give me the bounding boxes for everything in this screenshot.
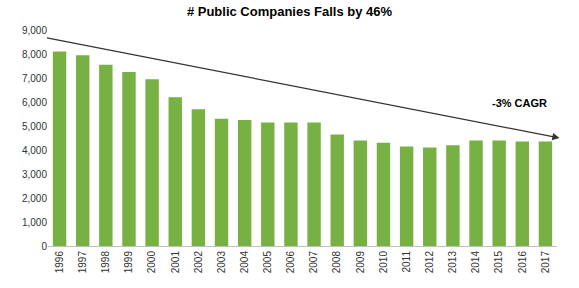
svg-text:4,000: 4,000: [22, 145, 47, 156]
svg-text:0: 0: [41, 241, 47, 252]
svg-text:2,000: 2,000: [22, 193, 47, 204]
svg-text:3,000: 3,000: [22, 169, 47, 180]
svg-text:2006: 2006: [285, 251, 296, 274]
svg-text:1997: 1997: [77, 251, 88, 274]
svg-text:2009: 2009: [355, 251, 366, 274]
svg-text:2011: 2011: [401, 251, 412, 273]
svg-text:2017: 2017: [540, 251, 551, 274]
svg-text:1,000: 1,000: [22, 217, 47, 228]
svg-text:2014: 2014: [470, 251, 481, 274]
svg-text:2002: 2002: [193, 251, 204, 274]
svg-text:2005: 2005: [262, 251, 273, 274]
svg-text:2008: 2008: [331, 251, 342, 274]
svg-text:2012: 2012: [424, 251, 435, 274]
svg-text:9,000: 9,000: [22, 25, 47, 36]
svg-text:8,000: 8,000: [22, 49, 47, 60]
svg-text:-3% CAGR: -3% CAGR: [492, 97, 547, 109]
svg-text:2003: 2003: [216, 251, 227, 274]
svg-text:6,000: 6,000: [22, 97, 47, 108]
svg-text:2016: 2016: [517, 251, 528, 274]
svg-text:5,000: 5,000: [22, 121, 47, 132]
svg-text:2001: 2001: [170, 251, 181, 274]
svg-text:2007: 2007: [308, 251, 319, 274]
svg-text:2004: 2004: [239, 251, 250, 274]
svg-text:1999: 1999: [123, 251, 134, 274]
svg-text:2013: 2013: [447, 251, 458, 274]
svg-text:7,000: 7,000: [22, 73, 47, 84]
svg-text:2010: 2010: [378, 251, 389, 274]
svg-text:1998: 1998: [100, 251, 111, 274]
svg-text:2015: 2015: [493, 251, 504, 274]
svg-text:1996: 1996: [54, 251, 65, 274]
svg-text:# Public Companies Falls by 46: # Public Companies Falls by 46%: [187, 4, 393, 19]
svg-text:2000: 2000: [146, 251, 157, 274]
